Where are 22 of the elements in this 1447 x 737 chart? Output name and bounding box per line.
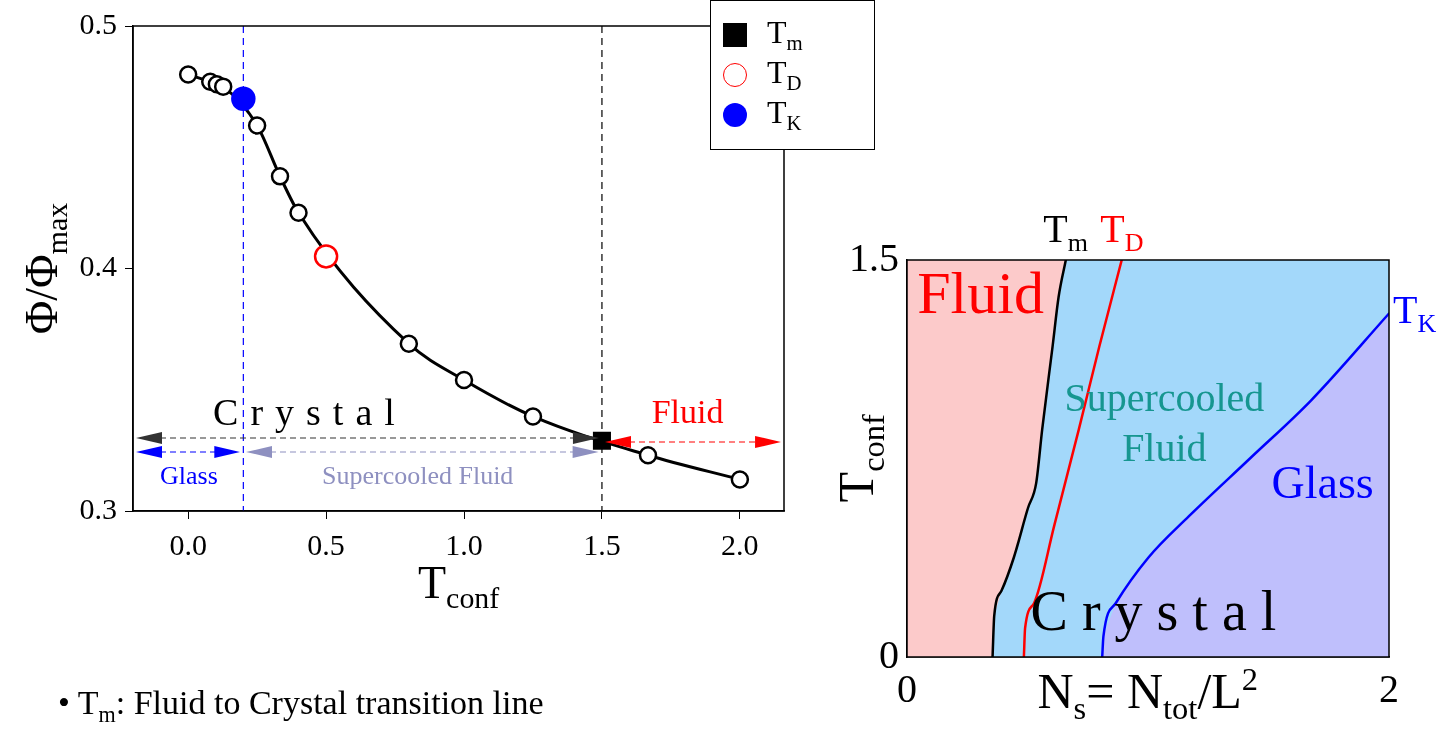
series-label: T$_{K}$: [1393, 286, 1437, 338]
x-tick-label: 2.0: [721, 527, 759, 561]
annotation: Glass: [159, 461, 218, 491]
text: • T$_{m}$: Fluid to Crystal transition line: [58, 684, 544, 727]
x-tick-label: 0.5: [307, 527, 345, 561]
y-tick-label: 0.4: [79, 249, 117, 283]
legend-label: T$_{m}$: [767, 14, 803, 56]
y-tick-label: 0.3: [79, 491, 117, 525]
legend-label: T$_{K}$: [767, 94, 802, 136]
x-tick-label: 0.0: [169, 527, 207, 561]
x-tick-label: 2: [1379, 665, 1399, 711]
y-tick-label: 0.5: [79, 6, 117, 40]
annotation: Fluid: [651, 392, 724, 430]
annotation: Glass: [1271, 456, 1374, 508]
series-label: T$_{D}$: [1100, 206, 1144, 257]
series-label: T$_{m}$: [1043, 206, 1088, 257]
x-tick-label: 1.5: [583, 527, 621, 561]
annotation: Crystal: [213, 390, 407, 433]
annotation: Supercooled Fluid: [321, 461, 514, 491]
legend-label: T$_{D}$: [767, 54, 802, 96]
annotation: Fluid: [917, 259, 1044, 326]
x-axis-title: N$_{s}$= N$_{tot}$/L$^{2}$: [1037, 660, 1259, 726]
